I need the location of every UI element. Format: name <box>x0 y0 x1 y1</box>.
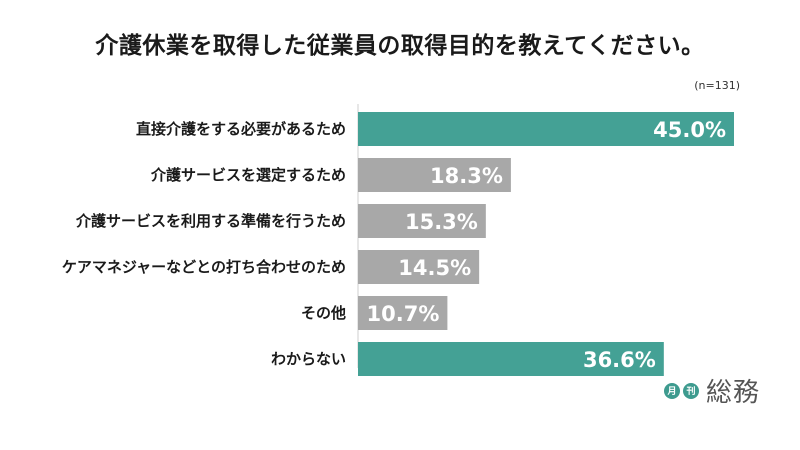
bar <box>358 296 448 330</box>
brand-badge-issue: 刊 <box>682 382 699 399</box>
bar <box>358 204 486 238</box>
bar <box>358 112 734 146</box>
value-label: 45.0% <box>653 118 726 142</box>
sample-size-note: (n=131) <box>694 79 740 92</box>
category-label: わからない <box>271 350 346 368</box>
category-label: 介護サービスを利用する準備を行うため <box>75 212 346 230</box>
value-label: 14.5% <box>398 256 471 280</box>
value-label: 15.3% <box>405 210 478 234</box>
value-label: 36.6% <box>583 348 656 372</box>
bar-group: 直接介護をする必要があるため 45.0% 介護サービスを選定するため 18.3% 介護サ… <box>62 112 734 376</box>
category-label: その他 <box>301 304 346 322</box>
bar <box>358 158 511 192</box>
value-label: 18.3% <box>430 164 503 188</box>
bar <box>358 342 664 376</box>
brand-name: 総務 <box>705 378 760 408</box>
category-label: 直接介護をする必要があるため <box>136 120 346 138</box>
brand-badge-month: 月 <box>663 382 680 399</box>
category-label: 介護サービスを選定するため <box>150 166 346 184</box>
brand-logo: 月 刊 総務 <box>663 372 760 409</box>
value-label: 10.7% <box>367 302 440 326</box>
bar <box>358 250 480 284</box>
category-label: ケアマネジャーなどとの打ち合わせのため <box>62 258 346 276</box>
chart-title: 介護休業を取得した従業員の取得目的を教えてください。 <box>95 33 705 59</box>
